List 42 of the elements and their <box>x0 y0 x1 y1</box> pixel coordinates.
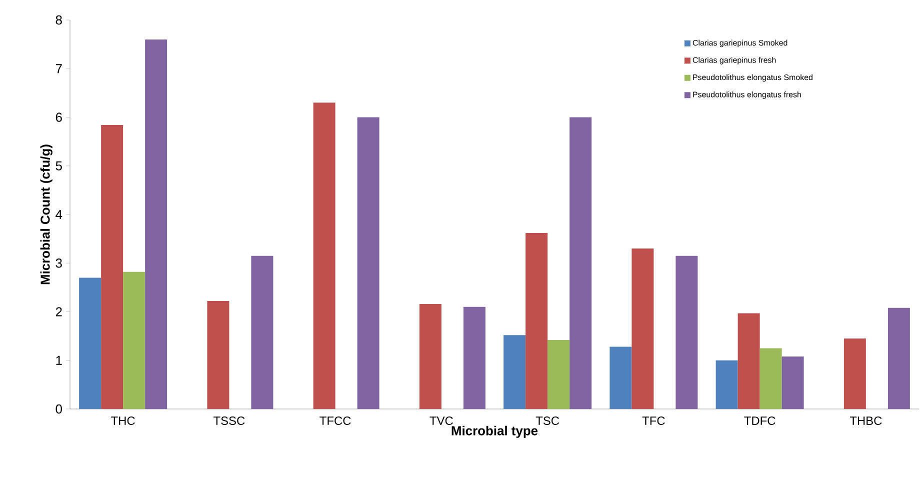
y-tick-label: 7 <box>56 64 62 74</box>
y-tick-label: 8 <box>56 15 62 25</box>
bar <box>548 340 570 409</box>
bar <box>419 304 442 409</box>
bar <box>251 256 274 409</box>
y-axis-title: Microbial Count (cfu/g) <box>40 144 52 284</box>
bar <box>357 117 380 409</box>
bar <box>463 306 486 409</box>
bar <box>888 308 910 409</box>
bar <box>207 301 230 409</box>
y-tick-label: 4 <box>56 210 62 219</box>
bar <box>313 102 336 409</box>
bar <box>123 272 146 409</box>
bar <box>782 356 804 409</box>
y-tick-label: 2 <box>56 307 62 316</box>
bar <box>632 248 654 409</box>
y-tick-label: 5 <box>56 161 62 170</box>
x-tick-label: TSC <box>536 416 560 425</box>
bar <box>79 278 102 409</box>
bar <box>844 338 866 409</box>
y-tick-label: 0 <box>56 404 62 414</box>
x-tick-label: TDFC <box>744 416 776 425</box>
x-axis-title: Microbial type <box>452 426 538 438</box>
bar <box>676 256 698 409</box>
bar <box>504 335 526 409</box>
bar <box>760 348 782 409</box>
bar <box>610 346 632 409</box>
x-tick-label: TVC <box>430 416 453 425</box>
bar <box>570 117 592 409</box>
y-tick-label: 3 <box>56 258 62 268</box>
y-tick-label: 6 <box>56 112 62 122</box>
x-tick-label: TFC <box>642 416 665 425</box>
y-tick-label: 1 <box>56 356 62 365</box>
bar <box>526 232 548 409</box>
x-tick-label: THBC <box>850 416 882 425</box>
x-tick-label: TFCC <box>320 416 351 425</box>
x-tick-label: TSSC <box>214 416 245 425</box>
x-tick-label: THC <box>111 416 135 425</box>
bar <box>716 360 738 409</box>
bar <box>101 125 124 409</box>
bar <box>738 313 760 409</box>
bar <box>145 39 168 409</box>
